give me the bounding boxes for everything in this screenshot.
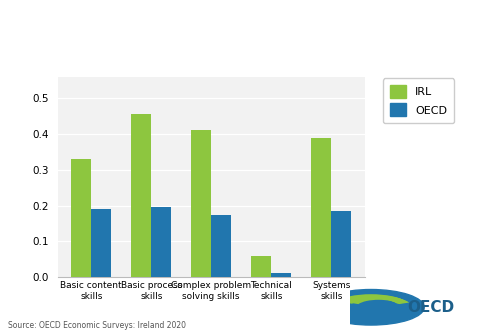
Wedge shape — [0, 18, 159, 37]
Bar — [152, 207, 171, 277]
Text: OECD: OECD — [408, 300, 455, 315]
Bar — [92, 209, 111, 277]
Wedge shape — [336, 294, 406, 303]
Bar — [132, 114, 152, 277]
Bar — [331, 211, 351, 277]
Bar — [252, 256, 271, 277]
Bar — [192, 131, 211, 277]
Text: Source: OECD Economic Surveys: Ireland 2020: Source: OECD Economic Surveys: Ireland 2… — [8, 321, 186, 330]
Legend: IRL, OECD: IRL, OECD — [383, 78, 454, 123]
Wedge shape — [342, 295, 408, 304]
Bar — [271, 273, 291, 277]
Wedge shape — [0, 18, 148, 37]
Wedge shape — [0, 18, 170, 37]
Bar — [312, 138, 331, 277]
Text: Skills index where skills shortages are positive values (surpluses would be nega: Skills index where skills shortages are … — [70, 51, 500, 60]
Bar — [211, 214, 231, 277]
Wedge shape — [348, 296, 409, 304]
Bar — [72, 159, 92, 277]
Text: Skills shortages are acute in Ireland: Skills shortages are acute in Ireland — [70, 18, 380, 33]
Circle shape — [318, 290, 424, 325]
